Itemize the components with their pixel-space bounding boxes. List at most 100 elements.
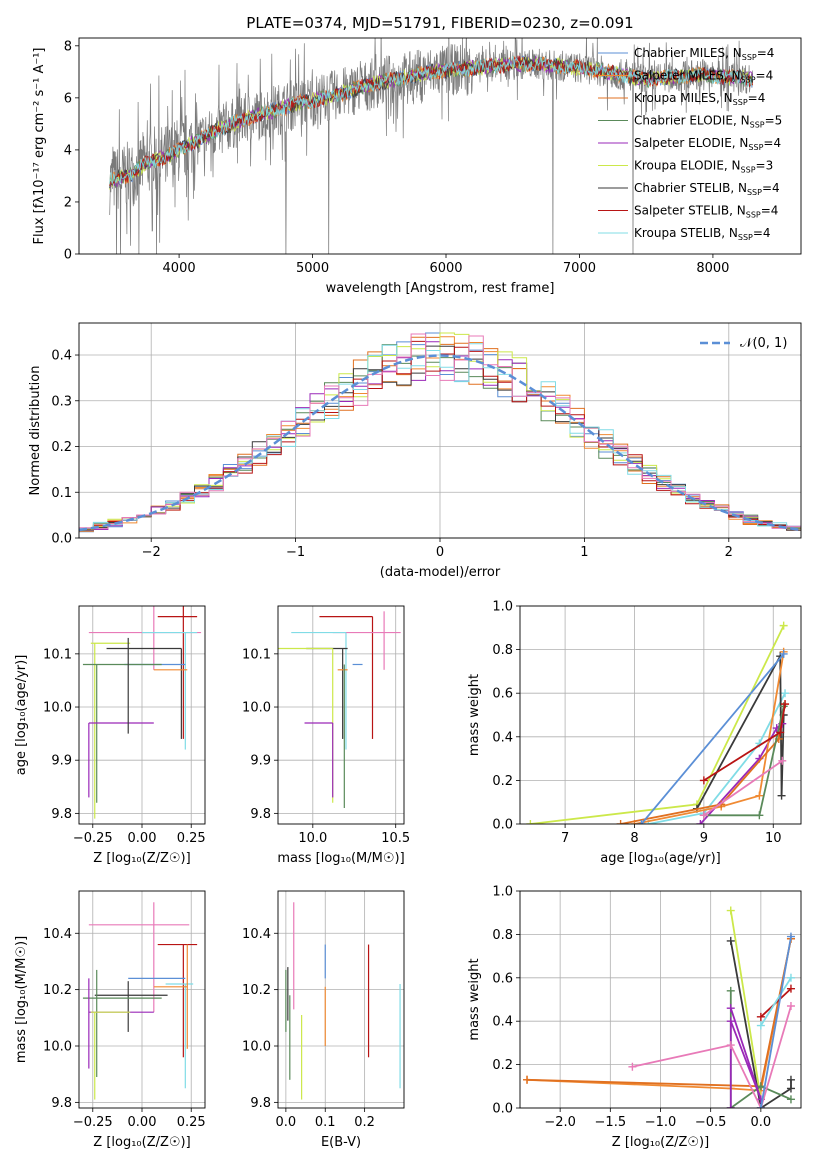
mass-weight-marker (616, 820, 625, 824)
mass-weight-marker (726, 1017, 735, 1026)
legend-entry: Kroupa MILES, NSSP=4 (634, 91, 765, 107)
mass-weight-line (526, 938, 792, 1088)
x-tick-label: 0.00 (128, 1115, 157, 1130)
axes-frame (519, 605, 802, 825)
x-tick-label: 7 (561, 831, 569, 846)
residual-histogram-step (79, 345, 801, 531)
spectrum-panel: 4000 5000 6000 7000 8000 0 2 4 6 8 wavelength [Ang… (32, 37, 802, 296)
mass-weight-plot-area (523, 906, 795, 1108)
y-tick-label: 9.8 (51, 1096, 72, 1111)
y-tick-label: 0.8 (492, 643, 513, 658)
y-tick-label: 10.2 (242, 983, 271, 998)
mass-weight-marker (523, 1075, 532, 1084)
mass-weight-marker (699, 811, 708, 820)
mass-weight-marker (779, 621, 788, 630)
y-tick-label: 9.8 (51, 807, 72, 822)
mass-weight-line (760, 936, 792, 1108)
x-tick-label: −2.0 (544, 1115, 576, 1130)
x-tick-label: 10.0 (298, 831, 327, 846)
mass-weight-marker (756, 1021, 765, 1030)
y-tick-label: 0.2 (492, 774, 513, 789)
mass-weight-line (634, 651, 785, 824)
figure-title: PLATE=0374, MJD=51791, FIBERID=0230, z=0… (246, 14, 633, 32)
mass-weight-marker (726, 986, 735, 995)
x-tick-label: −0.25 (73, 831, 113, 846)
mass-weight-line (640, 653, 785, 824)
x-tick-label: 5000 (296, 261, 329, 276)
y-tick-label: 0.4 (492, 1015, 513, 1030)
y-tick-label: 6 (64, 91, 72, 106)
y-tick-label: 10.0 (43, 1040, 72, 1055)
legend-entry: Salpeter ELODIE, NSSP=4 (634, 136, 781, 152)
mass-weight-marker (776, 728, 785, 737)
x-tick-label: 0.2 (354, 1115, 375, 1130)
x-axis-label: mass [log₁₀(M/M☉)] (277, 851, 404, 866)
y-tick-label: 10.0 (242, 701, 271, 716)
mass-weight-line (632, 1005, 792, 1108)
x-tick-label: −1.0 (645, 1115, 677, 1130)
x-tick-label: 0.0 (751, 1115, 772, 1130)
mass-weight-plot-area (526, 621, 790, 824)
mass-weight-marker (755, 811, 764, 820)
y-tick-label: 9.8 (250, 807, 271, 822)
legend-entry: Chabrier STELIB, NSSP=4 (634, 181, 780, 197)
x-axis-label: Z [log₁₀(Z/Z☉)] (93, 1135, 190, 1150)
age-vs-mass-panel: 10.0 10.5 9.8 9.9 10.0 10.1 mass [log₁₀(M/M☉)] (242, 605, 410, 866)
normal-distribution-curve (79, 354, 801, 532)
mass-vs-metallicity-panel: −0.25 0.00 0.25 9.8 10.0 10.2 10.4 Z [log₁₀(Z/Z… (14, 890, 206, 1150)
legend-entry: Salpeter MILES, NSSP=4 (634, 69, 773, 85)
y-tick-label: 10.1 (242, 647, 271, 662)
mass-weight-line (530, 625, 785, 824)
legend-entry: Salpeter STELIB, NSSP=4 (634, 204, 778, 220)
mass-weight-marker (777, 791, 786, 800)
y-tick-label: 0.1 (51, 486, 72, 501)
age-vs-metallicity-panel: −0.25 0.00 0.25 9.8 9.9 10.0 10.1 Z [log₁₀(Z/Z☉… (14, 605, 206, 866)
y-tick-label: 0.2 (492, 1058, 513, 1073)
mass-weight-line (729, 940, 792, 1108)
y-tick-label: 10.2 (43, 983, 72, 998)
x-tick-label: −0.5 (695, 1115, 727, 1130)
x-tick-label: 0.00 (128, 831, 157, 846)
mass-vs-ebv-panel: 0.0 0.1 0.2 9.8 10.0 10.2 10.4 E(B-V) (242, 890, 405, 1150)
mass-weight-line (729, 1007, 762, 1108)
spectrum-plot-area (109, 38, 754, 254)
mass-weight-marker (726, 906, 735, 915)
y-axis-label: Flux [fλ10⁻¹⁷ erg cm⁻² s⁻¹ A⁻¹] (32, 48, 47, 245)
histogram-plot-area (79, 332, 801, 533)
errorbar-plot-area (82, 606, 202, 819)
y-tick-label: 0.0 (51, 532, 72, 547)
mass-weight-marker (628, 1062, 637, 1071)
legend-entry: 𝒩(0, 1) (740, 336, 787, 351)
y-axis-label: Normed distribution (28, 366, 43, 496)
mass-weight-marker (786, 1002, 795, 1011)
x-tick-label: 0.25 (177, 831, 206, 846)
x-tick-label: −1.5 (595, 1115, 627, 1130)
x-tick-label: 6000 (429, 261, 462, 276)
y-axis-label: mass [log₁₀(M/M☉)] (14, 936, 29, 1063)
y-tick-label: 9.8 (250, 1096, 271, 1111)
x-axis-label: (data-model)/error (380, 565, 501, 580)
mass-weight-marker (786, 1075, 795, 1084)
errorbar-plot-area (278, 611, 401, 809)
x-tick-label: 8000 (696, 261, 729, 276)
x-tick-label: 0.25 (177, 1115, 206, 1130)
mass-weight-marker (786, 1095, 795, 1104)
y-tick-label: 0.3 (51, 394, 72, 409)
y-tick-label: 10.4 (242, 927, 271, 942)
y-tick-label: 0.2 (51, 440, 72, 455)
x-axis-label: Z [log₁₀(Z/Z☉)] (612, 1135, 709, 1150)
y-axis-label: age [log₁₀(age/yr)] (14, 655, 29, 776)
axes-frame (78, 890, 206, 1109)
x-tick-label: 10 (765, 831, 782, 846)
x-tick-label: 4000 (163, 261, 196, 276)
y-tick-label: 8 (64, 39, 72, 54)
y-axis-label: mass weight (467, 958, 482, 1040)
axes-frame (277, 890, 405, 1109)
x-axis-label: wavelength [Angstrom, rest frame] (326, 281, 555, 296)
mass-weight-marker (786, 984, 795, 993)
axes-frame (78, 322, 802, 539)
x-tick-label: 0.0 (276, 1115, 297, 1130)
mass-weight-marker (781, 689, 790, 698)
residual-histogram-panel: −2 −1 0 1 2 0.0 0.1 0.2 0.3 0.4 (data-model)/error… (28, 322, 802, 580)
mass-weight-line (729, 910, 762, 1100)
